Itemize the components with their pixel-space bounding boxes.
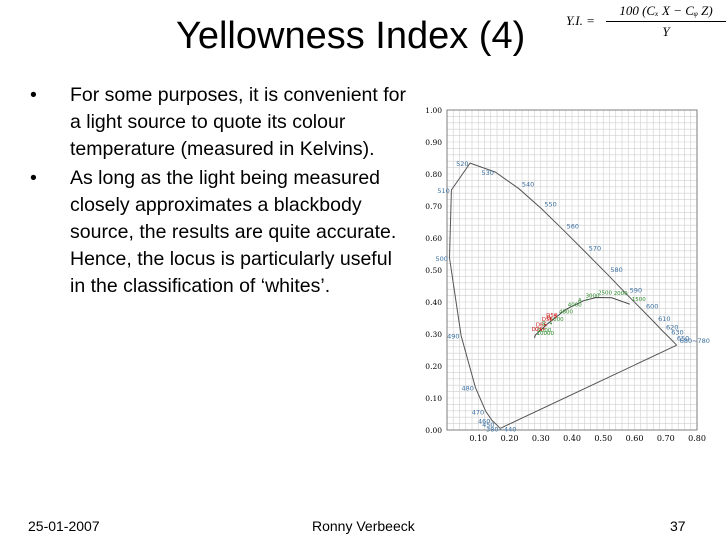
illuminant-point: [586, 298, 588, 301]
y-tick-label: 0.20: [425, 362, 442, 371]
spectral-locus-curve: [448, 162, 678, 429]
color-temperature-label: 4800: [559, 309, 573, 315]
slide-title: Yellowness Index (4): [176, 15, 526, 57]
illuminant-point: [539, 328, 542, 331]
plot-frame: [446, 109, 698, 431]
purple-line: [499, 344, 677, 429]
wavelength-label: 520: [456, 160, 468, 168]
color-temperature-label: 6000: [550, 317, 564, 323]
wavelength-label: 510: [437, 187, 449, 195]
y-tick-label: 0.00: [425, 426, 442, 435]
y-tick-label: 0.90: [425, 138, 442, 147]
wavelength-label: 680~780: [680, 337, 710, 345]
y-tick-label: 0.70: [425, 202, 442, 211]
y-tick-label: 0.40: [425, 298, 442, 307]
color-temperature-label: 4000: [568, 302, 582, 308]
illuminant-label: D65: [536, 323, 548, 329]
bullet-text-2: As long as the light being measured clos…: [70, 167, 397, 297]
color-temperature-label: 9000: [537, 328, 551, 334]
bullet-item-1: • For some purposes, it is convenient fo…: [30, 82, 410, 163]
formula-fraction-bar: [606, 21, 726, 22]
wavelength-label: 500: [436, 255, 448, 263]
illuminant-label: C: [535, 327, 539, 333]
illuminant-label: A: [578, 298, 582, 304]
bullet-text-1: For some purposes, it is convenient for …: [70, 84, 406, 160]
wavelength-label: 470: [472, 408, 484, 416]
y-tick-label: 1.00: [425, 106, 442, 115]
color-temperature-label: 10000: [537, 331, 555, 337]
formula-numerator: 100 (Cₓ X − Cᵩ Z): [619, 3, 713, 18]
color-temperature-label: 1500: [632, 297, 646, 303]
y-tick-label: 0.60: [425, 234, 442, 243]
x-tick-label: 0.30: [532, 434, 550, 443]
x-tick-label: 0.10: [469, 434, 487, 443]
formula-lhs: Y.I. =: [566, 13, 595, 28]
wavelength-label: 560: [567, 222, 579, 230]
illuminant-point: [554, 314, 557, 317]
yellowness-index-formula: Y.I. = 100 (Cₓ X − Cᵩ Z) Y: [562, 2, 728, 44]
wavelength-label: 460: [478, 417, 490, 425]
bullet-symbol: •: [30, 84, 37, 106]
y-tick-label: 0.50: [425, 266, 442, 275]
x-tick-label: 0.20: [501, 434, 519, 443]
wavelength-label: 620: [666, 323, 678, 331]
footer-page-number: 37: [670, 518, 686, 534]
x-tick-label: 0.50: [594, 434, 612, 443]
wavelength-label: 540: [522, 181, 534, 189]
bullet-symbol: •: [30, 167, 37, 189]
wavelength-label: 630: [671, 329, 683, 337]
wavelength-label: 590: [630, 286, 642, 294]
illuminant-label: D50: [546, 313, 558, 319]
illuminant-point: [550, 322, 552, 325]
illuminant-point: [542, 327, 545, 330]
wavelength-label: 570: [589, 244, 601, 252]
wavelength-label: 550: [544, 201, 556, 209]
wavelength-label: 600: [646, 303, 658, 311]
bullet-list: • For some purposes, it is convenient fo…: [30, 82, 410, 302]
illuminant-label: D75: [531, 327, 543, 333]
x-tick-label: 0.40: [563, 434, 581, 443]
y-tick-label: 0.80: [425, 170, 442, 179]
y-tick-label: 0.10: [425, 394, 442, 403]
footer-date: 25-01-2007: [28, 518, 100, 534]
illuminant-point: [549, 318, 552, 320]
color-temperature-label: 2000: [614, 291, 628, 297]
wavelength-label: 380~440: [486, 425, 516, 433]
illuminant-label: B: [547, 315, 551, 321]
illuminant-label: D55: [542, 317, 554, 323]
illuminant-label: E: [542, 321, 546, 327]
cie-chromaticity-chart: 1.00 0.90 0.80 0.70 0.60 0.50 0.40 0.30 0.20 0.10…: [425, 106, 710, 443]
planckian-locus-curve: [534, 296, 630, 338]
x-tick-label: 0.80: [688, 434, 706, 443]
wavelength-label: 530: [481, 169, 493, 177]
wavelength-label: 580: [610, 266, 622, 274]
wavelength-label: 610: [658, 315, 670, 323]
wavelength-label: 480: [461, 384, 473, 392]
illuminant-point: [543, 323, 546, 326]
x-tick-label: 0.60: [626, 434, 644, 443]
color-temperature-label: 3000: [586, 294, 600, 300]
wavelength-label: 490: [447, 333, 459, 341]
y-tick-label: 0.30: [425, 330, 442, 339]
color-temperature-label: 2500: [598, 291, 612, 297]
wavelength-label: 450: [482, 421, 494, 429]
bullet-item-2: • As long as the light being measured cl…: [30, 165, 410, 300]
formula-denominator: Y: [662, 24, 670, 39]
footer-author: Ronny Verbeeck: [312, 518, 415, 534]
x-tick-label: 0.70: [657, 434, 675, 443]
wavelength-label: 650: [677, 334, 689, 342]
illuminant-point: [554, 316, 557, 319]
